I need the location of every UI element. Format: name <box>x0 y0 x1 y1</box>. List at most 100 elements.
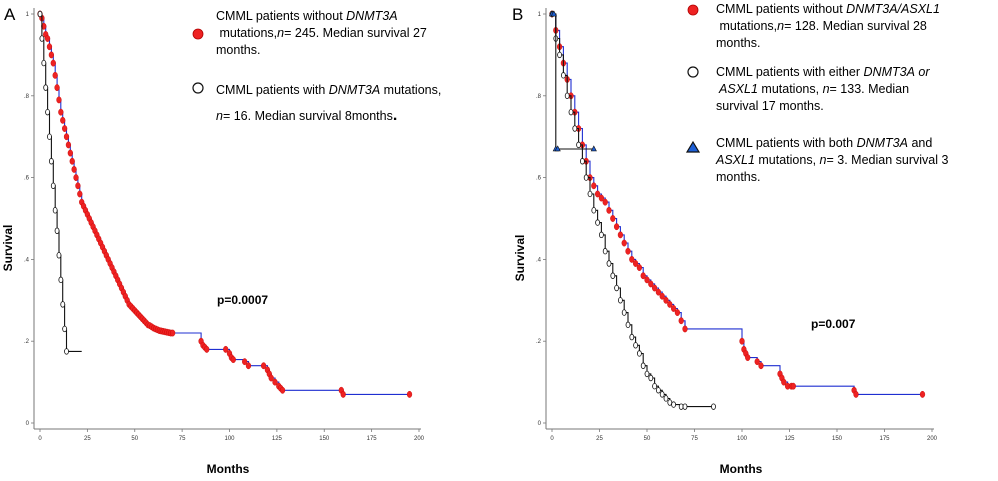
y-tick-label: 1 <box>538 12 542 18</box>
x-tick-label: 200 <box>927 436 938 442</box>
y-tick-label: 1 <box>26 12 30 18</box>
data-point <box>590 145 597 152</box>
x-tick-label: 200 <box>414 436 425 442</box>
data-point <box>56 252 62 259</box>
panel-b-p-value: p=0.007 <box>811 317 856 331</box>
legend-text-run: mutations, <box>716 19 777 33</box>
data-point <box>674 309 681 316</box>
legend-red-dot-icon <box>192 28 204 40</box>
y-tick-label: .2 <box>536 339 542 345</box>
data-point <box>37 10 43 18</box>
data-point <box>598 194 605 202</box>
legend-text-run: and <box>908 136 936 150</box>
x-tick-label: 25 <box>596 436 603 442</box>
series-both <box>548 10 597 152</box>
x-tick-label: 100 <box>737 436 748 442</box>
data-point <box>583 174 589 181</box>
data-point <box>659 391 665 398</box>
data-point <box>587 190 593 198</box>
data-point <box>223 345 229 353</box>
legend-line: survival 17 months. <box>716 99 824 113</box>
x-tick-label: 175 <box>879 436 890 442</box>
data-point <box>648 280 654 288</box>
wt-step-line <box>40 13 173 334</box>
data-point <box>43 84 49 91</box>
legend-text-run: = 16. Median survival 8months <box>223 109 393 123</box>
legend-line: months. <box>716 170 760 184</box>
data-point <box>629 333 635 341</box>
legend-text-run: months. <box>716 170 760 184</box>
legend-line: months. <box>716 36 760 50</box>
data-point <box>568 108 574 116</box>
panel-a: A Survival Months p=0.0007 0 25 50 75 100 125… <box>1 5 441 476</box>
panel-b-axes: 0 25 50 75 100 125 150 175 200 0 .2 .4 .6 .8 1 <box>536 8 938 442</box>
legend-text-run: CMML patients without <box>716 2 846 16</box>
data-point <box>602 248 608 255</box>
data-point <box>261 362 267 370</box>
data-point <box>62 125 68 132</box>
data-point <box>52 71 58 79</box>
data-point <box>682 403 688 410</box>
legend-text-run: CMML patients with either <box>716 65 864 79</box>
data-point <box>663 296 669 304</box>
data-point <box>754 358 760 366</box>
data-point <box>58 276 64 284</box>
data-point <box>572 125 578 132</box>
legend-text-run: CMML patients without <box>216 9 346 23</box>
legend-italic-run: n <box>216 109 223 123</box>
legend-open-circle-icon <box>192 82 204 94</box>
data-point <box>640 272 646 280</box>
y-tick-label: .4 <box>536 257 542 263</box>
panel-a-legend: CMML patients without DNMT3A mutations,n… <box>192 9 441 124</box>
legend-text-run: survival 17 months. <box>716 99 824 113</box>
panel-b: B Survival Months p=0.007 0 25 50 75 100 125 1… <box>512 2 948 476</box>
data-point <box>580 158 585 165</box>
data-point <box>58 108 64 116</box>
series-wt <box>37 10 413 398</box>
legend-open-circle-icon <box>687 66 699 78</box>
panel-b-curves <box>548 10 926 410</box>
data-point <box>75 182 81 190</box>
legend-text-run: mutations, <box>755 153 820 167</box>
legend-italic-run: DNMT3A <box>329 83 380 97</box>
x-tick-label: 100 <box>224 436 235 442</box>
data-point <box>758 362 764 370</box>
legend-italic-run: or <box>918 65 930 79</box>
data-point <box>561 72 566 79</box>
data-point <box>65 141 72 149</box>
data-point <box>77 190 83 198</box>
legend-text-run: mutations, <box>758 82 823 96</box>
data-point <box>632 260 639 267</box>
legend-line: CMML patients with both DNMT3A and <box>716 136 936 150</box>
x-tick-label: 0 <box>38 436 42 442</box>
data-point <box>652 382 657 390</box>
panel-a-p-value: p=0.0007 <box>217 293 268 307</box>
panel-b-legend: CMML patients without DNMT3A/ASXL1 mutat… <box>685 2 948 184</box>
legend-text-run: CMML patients with <box>216 83 329 97</box>
x-tick-label: 125 <box>784 436 795 442</box>
data-point <box>591 182 597 190</box>
x-tick-label: 75 <box>179 436 186 442</box>
data-point <box>621 309 627 316</box>
data-point <box>550 10 557 17</box>
data-point <box>711 403 716 410</box>
data-point <box>564 92 570 99</box>
data-point <box>629 255 635 263</box>
panel-a-legend-entry-1: CMML patients without DNMT3A mutations,n… <box>216 9 427 57</box>
data-point <box>73 174 79 182</box>
data-point <box>618 297 623 304</box>
legend-italic-run: n <box>823 82 830 96</box>
data-point <box>46 43 53 51</box>
legend-line: months. <box>216 43 260 57</box>
data-point <box>614 284 619 292</box>
legend-line: mutations,n= 245. Median survival 27 <box>216 26 427 40</box>
legend-line: CMML patients without DNMT3A/ASXL1 <box>716 2 940 16</box>
data-point <box>39 35 45 42</box>
data-point <box>64 348 69 355</box>
data-point <box>640 362 646 369</box>
legend-red-dot-icon <box>687 4 699 16</box>
panel-b-legend-entry-3: CMML patients with both DNMT3A and ASXL1… <box>715 136 948 184</box>
data-point <box>41 59 47 67</box>
data-point <box>637 350 642 357</box>
